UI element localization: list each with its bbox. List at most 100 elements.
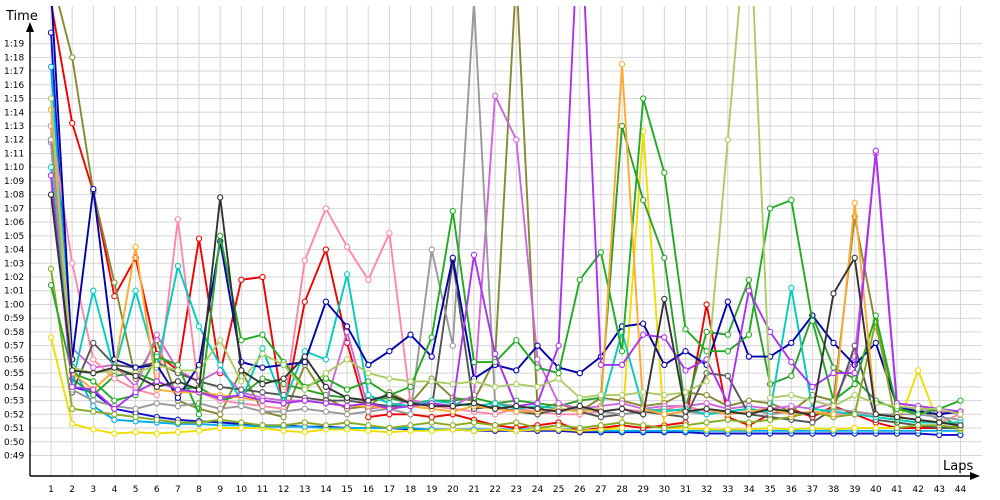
y-tick-label: 1:14: [4, 108, 24, 118]
data-point: [703, 328, 710, 336]
data-point: [788, 339, 795, 347]
x-tick-label: 14: [320, 485, 332, 495]
x-tick-label: 31: [680, 485, 691, 495]
data-point: [428, 413, 435, 421]
data-point: [259, 273, 266, 281]
x-tick-label: 4: [112, 485, 118, 495]
data-point: [301, 429, 308, 436]
x-tick-label: 17: [384, 485, 395, 495]
data-point: [259, 380, 266, 388]
data-point: [597, 391, 605, 399]
x-tick-label: 10: [236, 485, 248, 495]
x-tick-label: 26: [574, 485, 586, 495]
x-tick-label: 6: [154, 485, 160, 495]
data-point: [217, 232, 224, 239]
data-point: [386, 348, 393, 355]
data-point: [217, 405, 224, 412]
data-point: [703, 301, 710, 308]
data-point: [343, 419, 351, 426]
data-point: [174, 394, 182, 401]
data-point: [872, 339, 879, 347]
data-point: [47, 164, 55, 171]
data-point: [69, 54, 76, 61]
data-point: [174, 429, 182, 436]
x-tick-label: 9: [217, 485, 223, 495]
data-point: [343, 243, 351, 250]
data-point: [851, 369, 858, 377]
x-tick-label: 3: [90, 485, 96, 495]
data-point: [851, 380, 858, 388]
series-line: [50, 6, 961, 432]
data-point: [788, 426, 795, 433]
x-tick-label: 15: [341, 485, 352, 495]
x-tick-label: 16: [363, 485, 375, 495]
series-18: [47, 191, 964, 429]
data-point: [90, 397, 97, 404]
data-point: [90, 287, 97, 294]
x-tick-label: 20: [447, 485, 459, 495]
data-point: [682, 422, 689, 429]
data-point: [491, 411, 499, 418]
data-point: [513, 136, 520, 143]
data-point: [153, 391, 160, 399]
y-tick-label: 1:00: [4, 300, 24, 310]
data-point: [259, 422, 266, 429]
data-point: [640, 422, 647, 429]
data-point: [90, 386, 97, 393]
data-point: [280, 400, 287, 407]
data-point: [618, 424, 626, 432]
x-tick-label: 27: [595, 485, 606, 495]
data-point: [47, 95, 55, 102]
data-point: [174, 386, 182, 393]
y-tick-label: 1:10: [4, 163, 24, 173]
data-point: [597, 422, 605, 429]
data-point: [703, 426, 710, 433]
series-line: [50, 6, 961, 421]
x-tick-label: 23: [511, 485, 522, 495]
data-point: [555, 408, 562, 415]
data-point: [365, 413, 372, 421]
data-point: [640, 389, 647, 396]
data-point: [724, 408, 731, 415]
data-point: [386, 424, 393, 432]
data-point: [724, 372, 731, 380]
data-point: [661, 424, 668, 432]
data-point: [132, 364, 139, 371]
data-point: [153, 416, 160, 423]
series-lines: [47, 0, 964, 439]
data-point: [957, 411, 964, 418]
data-point: [343, 411, 351, 418]
data-point: [174, 361, 182, 369]
data-point: [132, 389, 139, 396]
data-point: [217, 416, 224, 423]
data-point: [534, 364, 541, 371]
data-point: [280, 427, 287, 434]
data-point: [597, 361, 605, 369]
data-point: [407, 378, 414, 385]
data-point: [513, 367, 520, 374]
data-point: [301, 353, 308, 360]
data-point: [238, 402, 245, 410]
data-point: [470, 358, 478, 366]
y-tick-label: 1:16: [4, 81, 24, 91]
data-point: [682, 348, 689, 355]
data-point: [851, 391, 858, 399]
y-tick-label: 1:04: [4, 246, 24, 256]
data-point: [48, 0, 53, 5]
tick-labels: 1 2 3 4 5 6 7 8 9 10 11 12 13 14 15 16 17 18 19 20 21 22 23 24 2…: [4, 40, 966, 495]
data-point: [830, 402, 837, 410]
data-point: [491, 422, 499, 429]
data-point: [259, 364, 266, 371]
data-point: [343, 356, 351, 363]
y-tick-label: 1:13: [4, 122, 24, 132]
y-tick-label: 0:54: [4, 383, 24, 393]
data-point: [90, 339, 97, 347]
data-point: [365, 369, 372, 377]
data-point: [238, 424, 245, 432]
data-point: [745, 331, 753, 338]
data-point: [111, 430, 118, 437]
data-point: [788, 196, 795, 204]
y-tick-label: 0:58: [4, 328, 24, 338]
data-point: [238, 391, 245, 399]
